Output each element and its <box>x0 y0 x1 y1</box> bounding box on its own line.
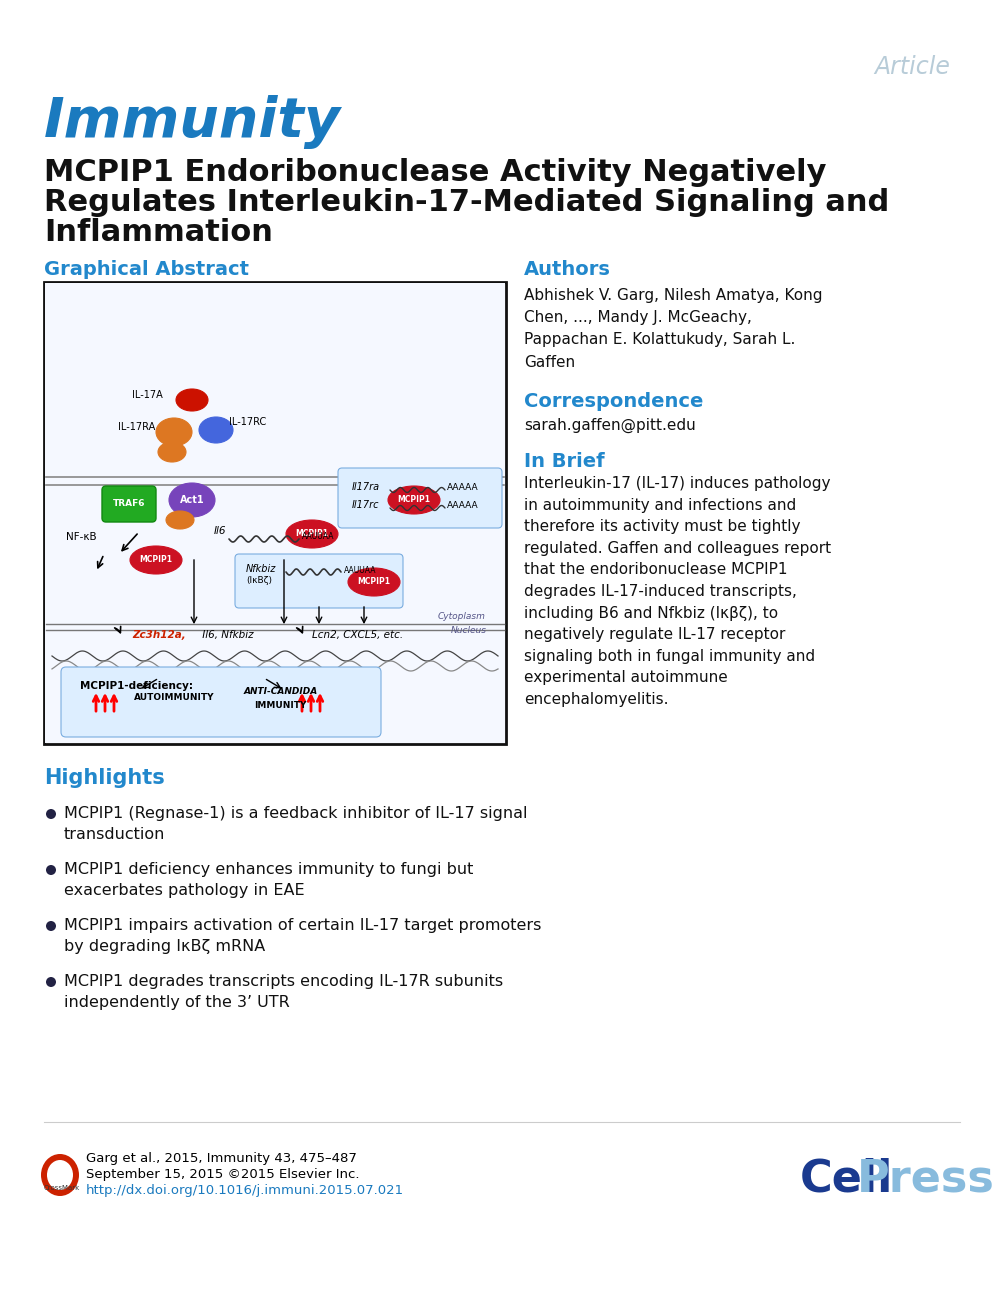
Text: ANTI-CANDIDA: ANTI-CANDIDA <box>244 688 319 697</box>
Text: IL-17RA: IL-17RA <box>118 422 155 432</box>
Ellipse shape <box>166 512 194 529</box>
Text: MCPIP1 degrades transcripts encoding IL-17R subunits
independently of the 3’ UTR: MCPIP1 degrades transcripts encoding IL-… <box>64 974 504 1010</box>
Text: IMMUNITY: IMMUNITY <box>254 702 307 710</box>
Text: AUTOIMMUNITY: AUTOIMMUNITY <box>134 693 214 702</box>
Text: MCPIP1 Endoribonuclease Activity Negatively: MCPIP1 Endoribonuclease Activity Negativ… <box>44 158 826 187</box>
Text: MCPIP1: MCPIP1 <box>140 556 173 565</box>
Text: Article: Article <box>874 55 950 80</box>
Text: CrossMark: CrossMark <box>44 1185 80 1191</box>
FancyBboxPatch shape <box>45 283 505 743</box>
Text: http://dx.doi.org/10.1016/j.immuni.2015.07.021: http://dx.doi.org/10.1016/j.immuni.2015.… <box>86 1184 404 1197</box>
Text: Immunity: Immunity <box>44 95 341 149</box>
Text: Press: Press <box>857 1158 995 1201</box>
Text: Abhishek V. Garg, Nilesh Amatya, Kong
Chen, ..., Mandy J. McGeachy,
Pappachan E.: Abhishek V. Garg, Nilesh Amatya, Kong Ch… <box>524 288 822 369</box>
Ellipse shape <box>156 418 192 446</box>
Ellipse shape <box>176 389 208 411</box>
FancyBboxPatch shape <box>61 667 381 737</box>
Text: Cytoplasm: Cytoplasm <box>438 612 485 621</box>
Text: Il17rc: Il17rc <box>352 500 380 510</box>
Text: IL-17A: IL-17A <box>132 390 163 401</box>
Text: Act1: Act1 <box>180 495 204 505</box>
FancyBboxPatch shape <box>338 468 502 529</box>
Text: MCPIP1: MCPIP1 <box>358 578 391 586</box>
Text: Il6: Il6 <box>214 526 226 536</box>
Text: MCPIP1: MCPIP1 <box>398 496 430 505</box>
Text: Nfkbiz: Nfkbiz <box>246 564 276 574</box>
Text: Il17ra: Il17ra <box>352 482 380 492</box>
FancyBboxPatch shape <box>44 282 506 744</box>
Ellipse shape <box>41 1154 79 1195</box>
Text: MCPIP1 deficiency enhances immunity to fungi but
exacerbates pathology in EAE: MCPIP1 deficiency enhances immunity to f… <box>64 863 473 898</box>
Text: (IκBζ): (IκBζ) <box>246 576 272 585</box>
Text: September 15, 2015 ©2015 Elsevier Inc.: September 15, 2015 ©2015 Elsevier Inc. <box>86 1168 360 1181</box>
Text: sarah.gaffen@pitt.edu: sarah.gaffen@pitt.edu <box>524 418 695 433</box>
Circle shape <box>46 921 56 930</box>
Text: MCPIP1: MCPIP1 <box>295 530 329 539</box>
Text: AAAAA: AAAAA <box>447 501 478 510</box>
Circle shape <box>46 865 56 874</box>
Ellipse shape <box>348 568 400 596</box>
Text: Interleukin-17 (IL-17) induces pathology
in autoimmunity and infections and
ther: Interleukin-17 (IL-17) induces pathology… <box>524 476 831 707</box>
Text: NF-κB: NF-κB <box>66 532 96 542</box>
Ellipse shape <box>130 545 182 574</box>
Ellipse shape <box>169 483 215 517</box>
Ellipse shape <box>47 1160 73 1190</box>
Circle shape <box>46 977 56 987</box>
Text: Cell: Cell <box>800 1158 893 1201</box>
FancyBboxPatch shape <box>235 555 403 608</box>
Circle shape <box>46 809 56 820</box>
Text: Lcn2, CXCL5, etc.: Lcn2, CXCL5, etc. <box>312 630 403 639</box>
Text: Il6, Nfkbiz: Il6, Nfkbiz <box>199 630 253 639</box>
Text: Nucleus: Nucleus <box>451 626 487 636</box>
Text: Regulates Interleukin-17-Mediated Signaling and: Regulates Interleukin-17-Mediated Signal… <box>44 188 889 217</box>
Text: Inflammation: Inflammation <box>44 218 273 247</box>
Text: MCPIP1 impairs activation of certain IL-17 target promoters
by degrading IκBζ mR: MCPIP1 impairs activation of certain IL-… <box>64 917 542 954</box>
Text: Highlights: Highlights <box>44 769 165 788</box>
Ellipse shape <box>388 485 440 514</box>
FancyBboxPatch shape <box>102 485 156 522</box>
Text: TRAF6: TRAF6 <box>113 500 146 509</box>
Text: In Brief: In Brief <box>524 452 605 471</box>
Text: AAAAA: AAAAA <box>447 483 478 492</box>
Text: Graphical Abstract: Graphical Abstract <box>44 260 249 279</box>
Text: AAUUAA: AAUUAA <box>344 566 377 576</box>
Ellipse shape <box>158 442 186 462</box>
Text: IL-17RC: IL-17RC <box>229 418 266 427</box>
Text: Authors: Authors <box>524 260 611 279</box>
Text: MCPIP1-deficiency:: MCPIP1-deficiency: <box>80 681 193 692</box>
Text: Correspondence: Correspondence <box>524 392 704 411</box>
Ellipse shape <box>286 519 338 548</box>
Text: Garg et al., 2015, Immunity 43, 475–487: Garg et al., 2015, Immunity 43, 475–487 <box>86 1152 357 1165</box>
Text: MCPIP1 (Regnase-1) is a feedback inhibitor of IL-17 signal
transduction: MCPIP1 (Regnase-1) is a feedback inhibit… <box>64 806 528 842</box>
Text: AAUUAA: AAUUAA <box>302 532 335 542</box>
Text: Zc3h12a,: Zc3h12a, <box>132 630 186 639</box>
Ellipse shape <box>199 418 233 442</box>
